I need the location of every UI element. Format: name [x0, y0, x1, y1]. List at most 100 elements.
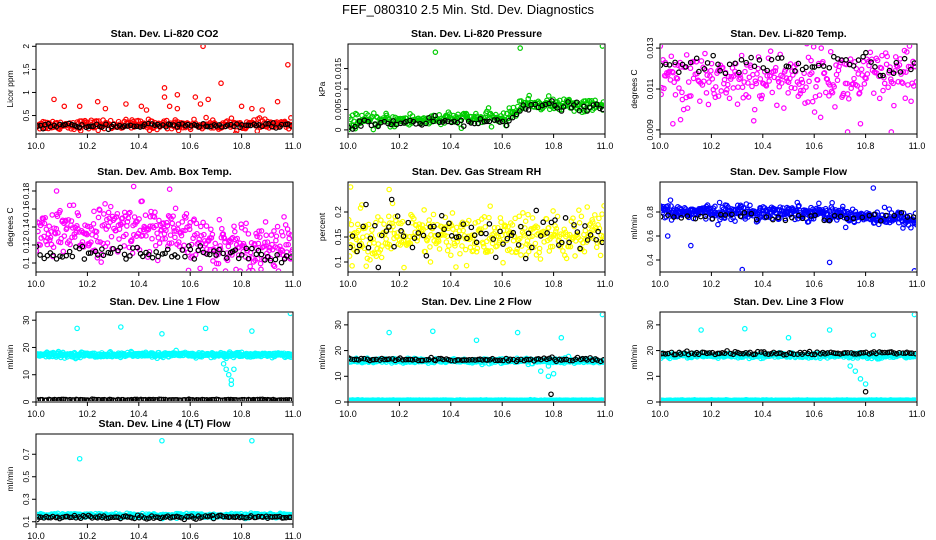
- data-point-outlier: [192, 94, 199, 100]
- data-point: [669, 68, 676, 75]
- data-point: [497, 357, 504, 363]
- data-point: [221, 235, 228, 242]
- data-point: [121, 123, 128, 129]
- data-point: [443, 239, 450, 245]
- x-tick-label: 10.6: [181, 141, 199, 151]
- data-point: [521, 233, 528, 239]
- data-point: [124, 123, 131, 129]
- chart-title: Stan. Dev. Line 2 Flow: [421, 296, 532, 308]
- data-point: [487, 203, 493, 209]
- data-point: [813, 205, 820, 212]
- data-point: [53, 256, 60, 262]
- data-point: [84, 231, 90, 238]
- chart-panel-4: Stan. Dev. Amb. Box Temp.degrees C10.0 10…: [5, 166, 301, 289]
- data-point: [822, 89, 829, 96]
- data-point: [904, 49, 910, 55]
- data-point-outlier: [249, 105, 255, 112]
- data-point: [194, 230, 200, 237]
- data-point: [373, 219, 379, 226]
- figure-title: FEF_080310 2.5 Min. Std. Dev. Diagnostic…: [342, 2, 594, 17]
- data-point: [159, 236, 166, 242]
- data-point: [816, 200, 822, 207]
- data-point: [584, 237, 591, 243]
- data-point: [62, 217, 69, 224]
- data-point: [448, 252, 454, 259]
- data-point: [679, 89, 685, 96]
- data-point: [37, 243, 40, 250]
- x-tick-label: 10.2: [79, 279, 97, 289]
- data-point: [273, 237, 279, 244]
- y-tick-label: 10: [645, 371, 655, 381]
- data-point: [727, 76, 734, 82]
- data-point: [228, 396, 234, 401]
- data-point: [129, 237, 135, 243]
- data-point: [473, 110, 479, 117]
- data-point: [574, 229, 581, 235]
- data-point: [466, 217, 472, 224]
- data-point: [596, 215, 602, 222]
- data-point: [411, 235, 418, 241]
- data-point: [197, 243, 204, 249]
- data-point: [687, 65, 694, 72]
- data-point: [558, 357, 565, 363]
- data-point: [522, 218, 529, 224]
- data-point: [143, 233, 149, 239]
- data-point: [887, 64, 893, 70]
- y-tick-label: 1.5: [21, 63, 31, 75]
- data-point-outlier: [857, 376, 864, 382]
- data-point: [709, 215, 716, 222]
- data-point: [98, 124, 105, 131]
- data-point: [254, 128, 261, 133]
- data-point: [400, 233, 407, 239]
- data-point-outlier: [670, 120, 676, 127]
- data-point: [164, 246, 171, 253]
- data-point: [274, 252, 280, 258]
- data-point: [845, 96, 852, 102]
- data-point: [724, 86, 730, 93]
- data-point-outlier: [852, 368, 859, 374]
- data-point: [843, 57, 849, 63]
- data-point: [129, 250, 136, 257]
- data-point: [592, 212, 598, 218]
- data-point: [137, 124, 143, 130]
- data-point-outlier: [223, 366, 229, 373]
- data-point: [288, 397, 292, 401]
- data-point: [554, 213, 561, 220]
- data-point: [685, 79, 692, 85]
- data-point: [767, 48, 774, 54]
- data-point: [460, 227, 466, 234]
- data-point-outlier: [857, 120, 864, 127]
- series-floor: [349, 396, 604, 401]
- data-point: [425, 235, 431, 241]
- data-point: [509, 222, 516, 228]
- data-point: [116, 236, 122, 242]
- y-tick-label: 0.16: [21, 200, 31, 217]
- y-tick-label: 0.015: [333, 58, 343, 80]
- data-point: [844, 80, 850, 87]
- data-point-outlier: [223, 355, 229, 362]
- data-point: [108, 233, 115, 240]
- y-tick-label: 0.8: [645, 206, 655, 218]
- x-tick-label: 10.4: [754, 409, 772, 419]
- data-point: [681, 205, 688, 211]
- data-point: [504, 235, 511, 242]
- data-point: [569, 357, 576, 364]
- data-point-outlier: [785, 334, 792, 341]
- data-point: [758, 95, 765, 102]
- plot-frame: [659, 181, 918, 273]
- data-point: [139, 232, 146, 239]
- data-point: [152, 209, 158, 216]
- data-point: [667, 197, 674, 203]
- data-point: [596, 225, 603, 232]
- data-point: [110, 121, 117, 128]
- y-tick-label: 30: [333, 320, 343, 330]
- data-point: [356, 242, 363, 249]
- y-axis-label: ml/min: [629, 214, 639, 239]
- data-point: [427, 259, 434, 265]
- data-point: [145, 120, 152, 127]
- data-point: [229, 248, 236, 255]
- data-point: [593, 101, 600, 107]
- data-point-outlier: [688, 242, 694, 249]
- data-point: [525, 107, 532, 113]
